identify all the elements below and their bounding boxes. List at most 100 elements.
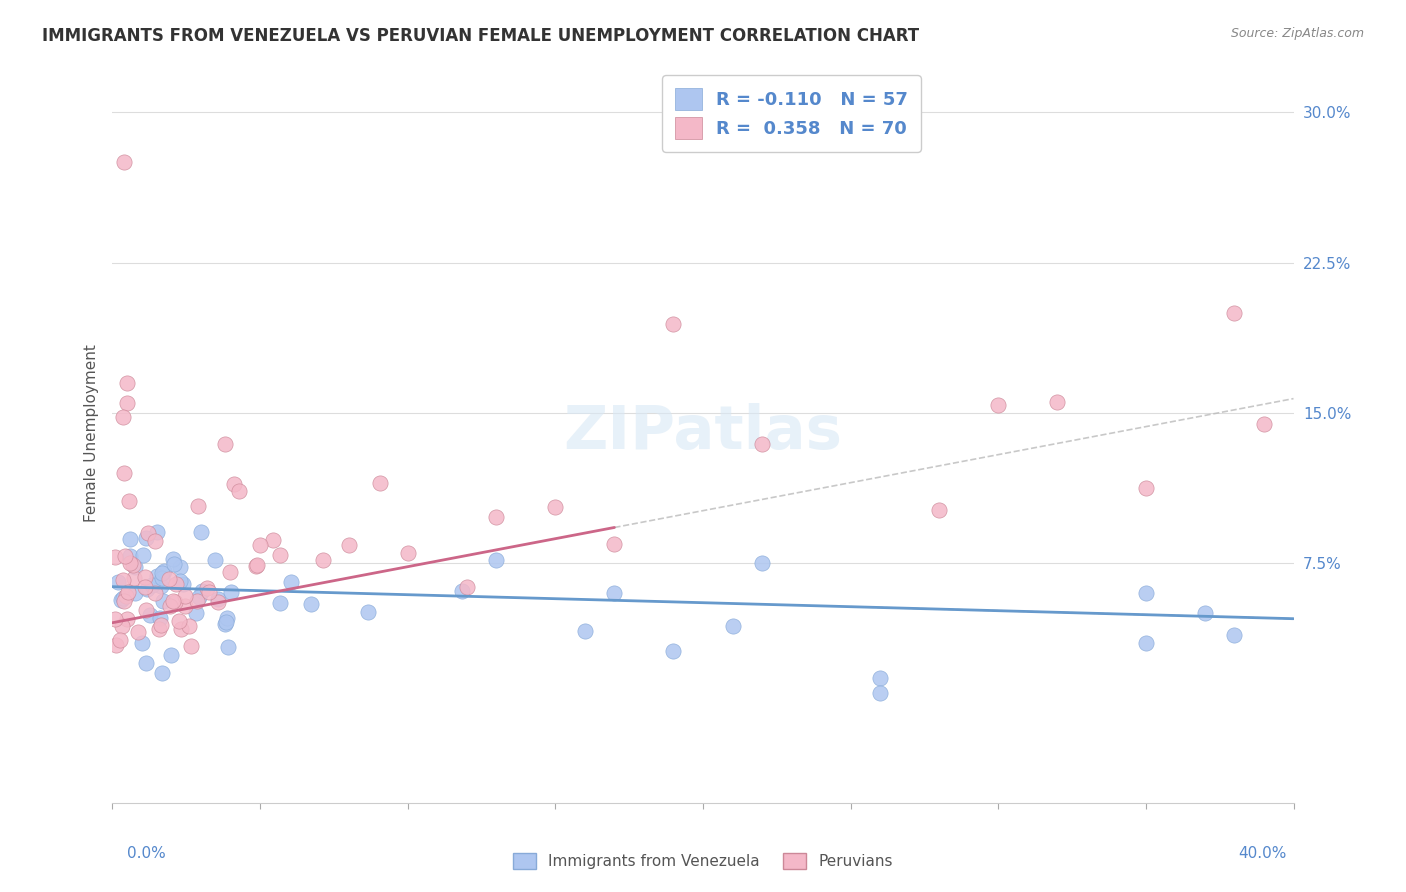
Point (751, 436, 773, 450)
Point (120, 556, 142, 570)
Point (1135, 635, 1157, 649)
Point (188, 590, 211, 604)
Point (150, 566, 173, 581)
Point (190, 524, 212, 539)
Point (165, 577, 187, 591)
Point (1253, 417, 1275, 432)
Point (574, 624, 596, 638)
Point (134, 580, 156, 594)
Point (124, 586, 146, 600)
Point (150, 571, 173, 585)
Point (357, 605, 380, 619)
Point (180, 639, 202, 653)
Point (111, 619, 134, 633)
Point (217, 640, 239, 654)
Point (159, 599, 181, 614)
Point (138, 608, 160, 623)
Point (143, 586, 166, 600)
Point (869, 686, 891, 700)
Point (190, 584, 212, 599)
Point (169, 560, 191, 574)
Point (134, 569, 156, 583)
Point (195, 581, 218, 595)
Point (163, 595, 186, 609)
Point (269, 596, 291, 610)
Point (456, 580, 478, 594)
Point (1135, 585, 1157, 599)
Point (132, 549, 155, 563)
Point (150, 579, 173, 593)
Point (721, 619, 744, 633)
Point (751, 556, 773, 570)
Point (368, 476, 391, 491)
Point (215, 610, 238, 624)
Point (159, 648, 181, 663)
Point (122, 558, 145, 573)
Point (162, 552, 184, 566)
Point (108, 632, 131, 647)
Point (312, 552, 335, 566)
Point (396, 546, 419, 560)
Point (228, 483, 250, 498)
Point (184, 607, 207, 621)
Point (135, 603, 157, 617)
Point (118, 494, 141, 508)
Point (112, 155, 135, 169)
Point (104, 550, 127, 565)
Point (169, 574, 191, 588)
Point (170, 622, 193, 636)
Point (110, 593, 132, 607)
Point (204, 553, 226, 567)
Point (148, 622, 170, 636)
Point (114, 466, 136, 480)
Point (131, 636, 153, 650)
Point (603, 537, 626, 551)
Point (118, 549, 141, 563)
Point (152, 594, 174, 608)
Text: 0.0%: 0.0% (127, 846, 166, 861)
Point (143, 534, 166, 549)
Point (262, 533, 284, 548)
Point (114, 549, 136, 564)
Point (172, 577, 194, 591)
Point (174, 599, 197, 613)
Point (167, 614, 190, 628)
Y-axis label: Female Unemployment: Female Unemployment (83, 343, 98, 522)
Point (138, 526, 160, 541)
Point (280, 575, 302, 590)
Point (122, 571, 145, 585)
Point (269, 548, 291, 562)
Point (127, 625, 149, 640)
Point (145, 569, 167, 583)
Point (115, 376, 138, 390)
Point (207, 591, 229, 606)
Point (1223, 305, 1246, 319)
Point (662, 644, 685, 658)
Point (214, 436, 236, 450)
Point (869, 671, 891, 685)
Point (1046, 395, 1069, 409)
Text: 40.0%: 40.0% (1239, 846, 1286, 861)
Point (174, 589, 197, 603)
Point (104, 612, 127, 626)
Point (135, 656, 157, 670)
Point (135, 531, 157, 545)
Point (662, 317, 685, 331)
Legend: R = -0.110   N = 57, R =  0.358   N = 70: R = -0.110 N = 57, R = 0.358 N = 70 (662, 75, 921, 152)
Point (246, 558, 269, 573)
Point (112, 573, 135, 587)
Point (1135, 481, 1157, 495)
Point (245, 559, 267, 574)
Point (186, 593, 208, 607)
Point (177, 619, 200, 633)
Point (162, 594, 184, 608)
Point (152, 665, 174, 680)
Point (163, 557, 186, 571)
Point (157, 572, 180, 586)
Point (187, 499, 209, 513)
Point (141, 578, 163, 592)
Point (124, 560, 146, 574)
Point (987, 398, 1010, 412)
Text: Source: ZipAtlas.com: Source: ZipAtlas.com (1230, 27, 1364, 40)
Point (152, 564, 174, 578)
